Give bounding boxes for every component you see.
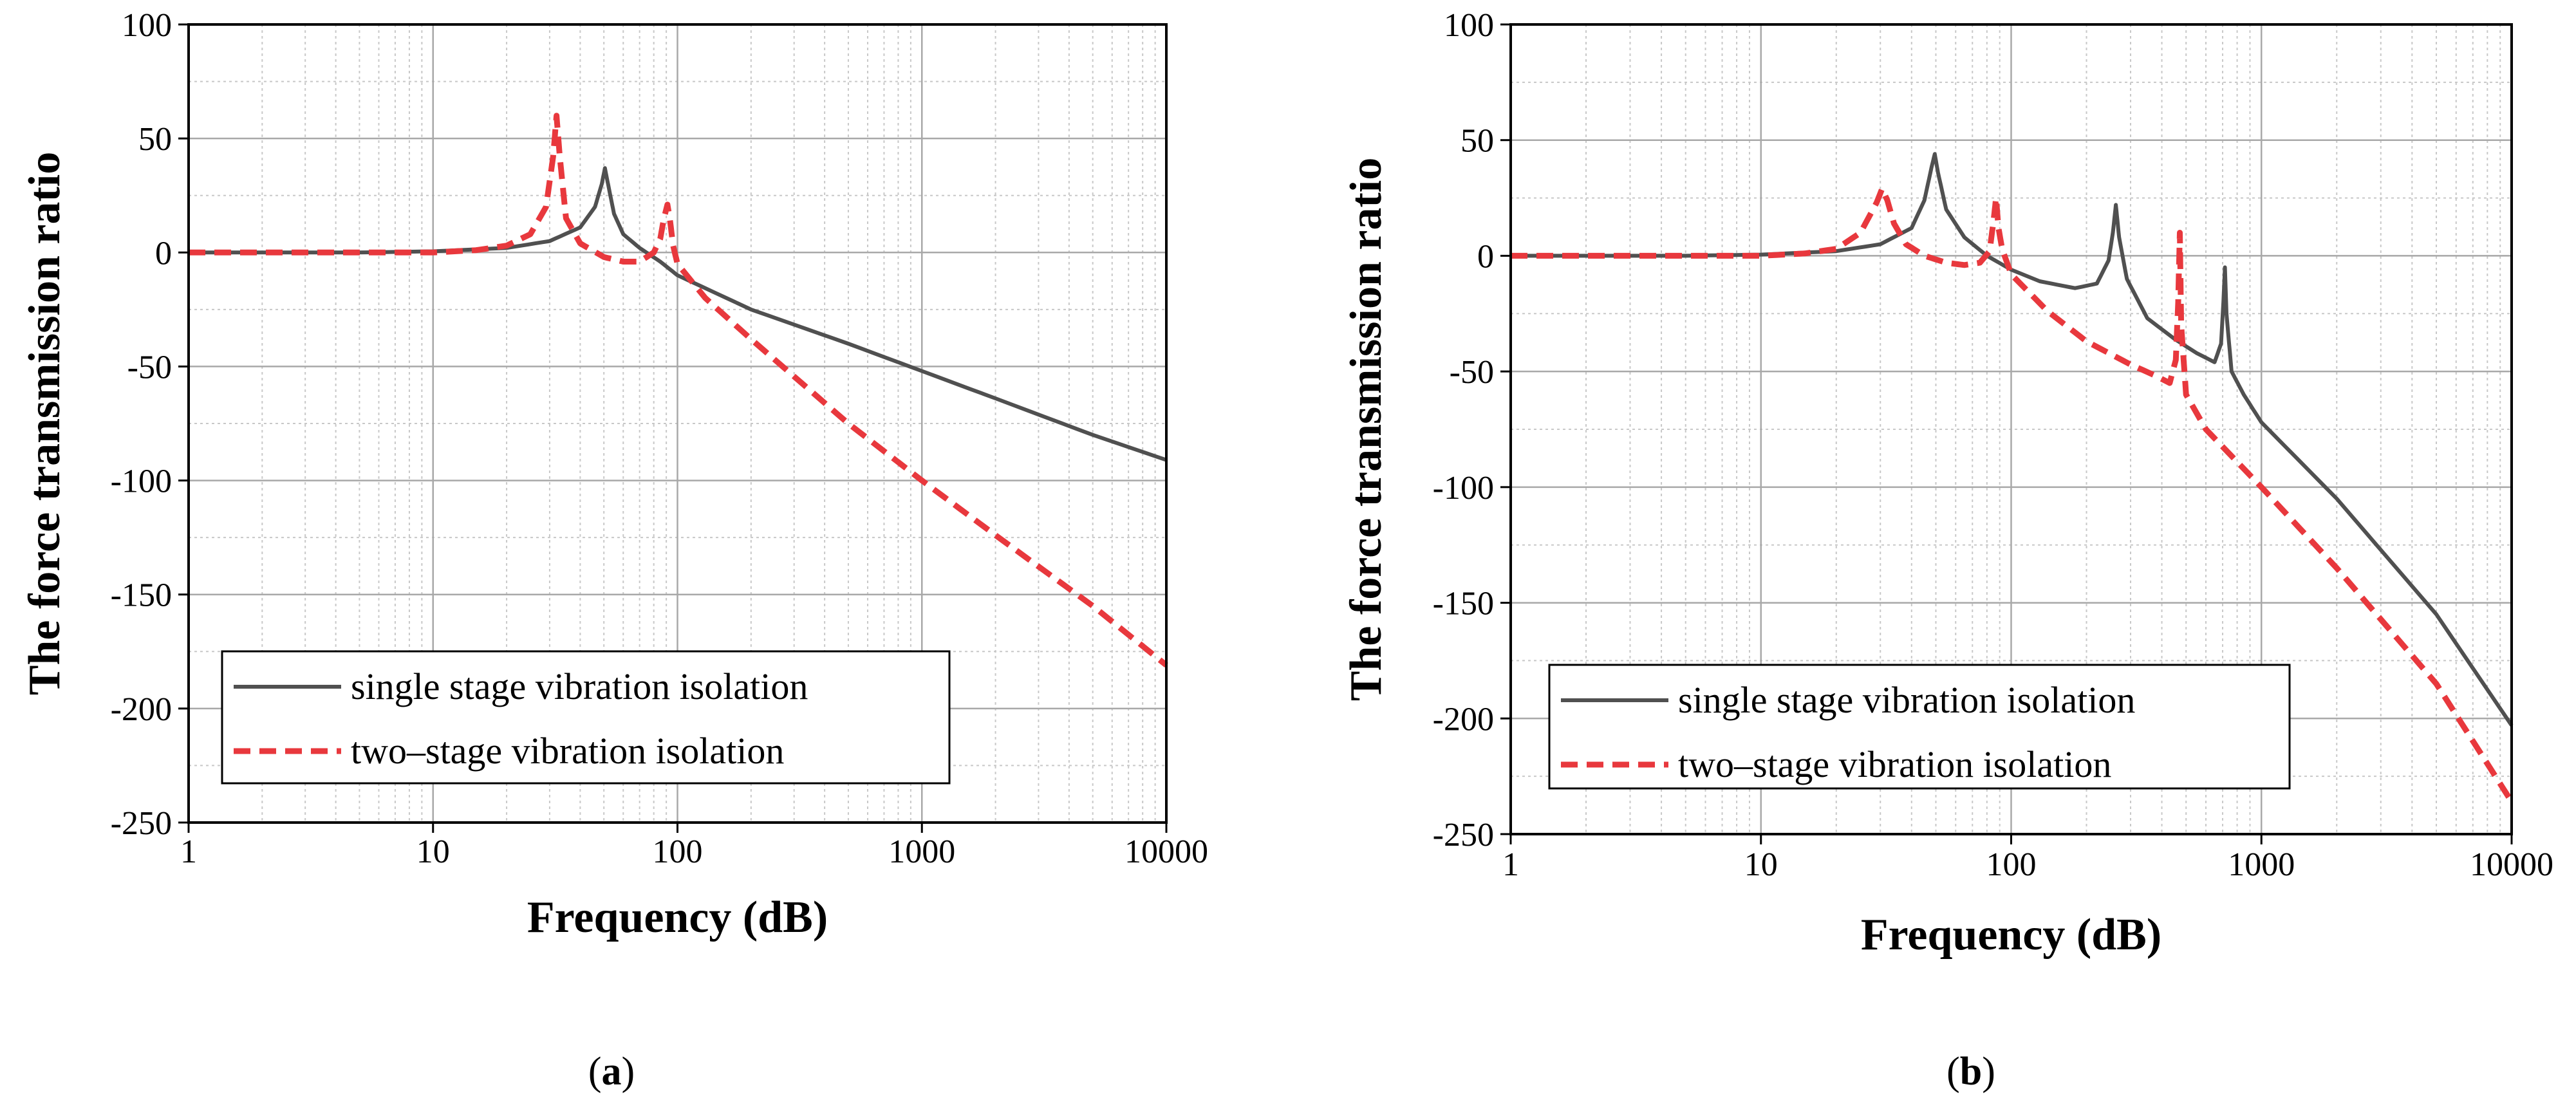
- x-tick-label: 10: [1744, 846, 1778, 883]
- y-tick-label: -250: [111, 805, 172, 842]
- x-tick-label: 100: [653, 833, 703, 870]
- legend-label-two-stage: two–stage vibration isolation: [1678, 743, 2111, 785]
- x-tick-label: 1: [1502, 846, 1519, 883]
- y-tick-label: -150: [1433, 586, 1494, 622]
- legend-label-two-stage: two–stage vibration isolation: [351, 730, 784, 772]
- y-tick-label: -200: [1433, 701, 1494, 738]
- y-tick-label: 50: [138, 121, 172, 158]
- legend-label-single-stage: single stage vibration isolation: [351, 665, 808, 707]
- series-line-single-stage: [1511, 152, 2514, 727]
- y-tick-label: -50: [127, 349, 172, 386]
- y-tick-label: 100: [1444, 7, 1494, 44]
- panel-label-b: (b): [1946, 1050, 1995, 1093]
- y-tick-label: 0: [155, 235, 172, 272]
- y-axis-title: The force transmission ratio: [20, 152, 70, 695]
- x-tick-label: 10000: [1125, 833, 1208, 870]
- x-tick-label: 1000: [888, 833, 955, 870]
- y-tick-label: 50: [1461, 123, 1494, 160]
- series-line-two-stage: [189, 113, 1168, 668]
- legend-box: [221, 650, 951, 785]
- x-tick-label: 1000: [2228, 846, 2295, 883]
- x-tick-label: 10000: [2470, 846, 2553, 883]
- chart-panel-a: 1 10 100 1000 10000 100 50 0 -50 -100 -150 -200 -250…: [20, 7, 1208, 942]
- y-tick-label: -150: [111, 577, 172, 614]
- legend-box: [1548, 664, 2291, 790]
- y-tick-label: -100: [111, 463, 172, 500]
- y-tick-label: -200: [111, 691, 172, 728]
- x-axis-title: Frequency (dB): [1861, 910, 2161, 960]
- y-tick-label: -100: [1433, 470, 1494, 507]
- y-tick-label: 100: [122, 7, 172, 44]
- x-tick-label: 10: [416, 833, 450, 870]
- x-axis-title: Frequency (dB): [527, 893, 828, 942]
- series-line-two-stage: [1511, 185, 2514, 804]
- panel-label-a: (a): [588, 1050, 635, 1093]
- y-axis-title: The force transmission ratio: [1341, 158, 1391, 701]
- series-line-single-stage: [189, 166, 1167, 462]
- y-tick-label: -50: [1450, 354, 1494, 391]
- y-tick-label: 0: [1477, 238, 1494, 275]
- x-tick-label: 1: [180, 833, 197, 870]
- x-tick-label: 100: [1986, 846, 2037, 883]
- legend: single stage vibration isolation two–stag…: [1548, 664, 2291, 790]
- legend-label-single-stage: single stage vibration isolation: [1678, 679, 2135, 721]
- chart-panel-b: 1 10 100 1000 10000 100 50 0 -50 -100 -150 -200 -250…: [1341, 7, 2553, 960]
- legend: single stage vibration isolation two–stag…: [221, 650, 951, 785]
- y-tick-label: -250: [1433, 817, 1494, 853]
